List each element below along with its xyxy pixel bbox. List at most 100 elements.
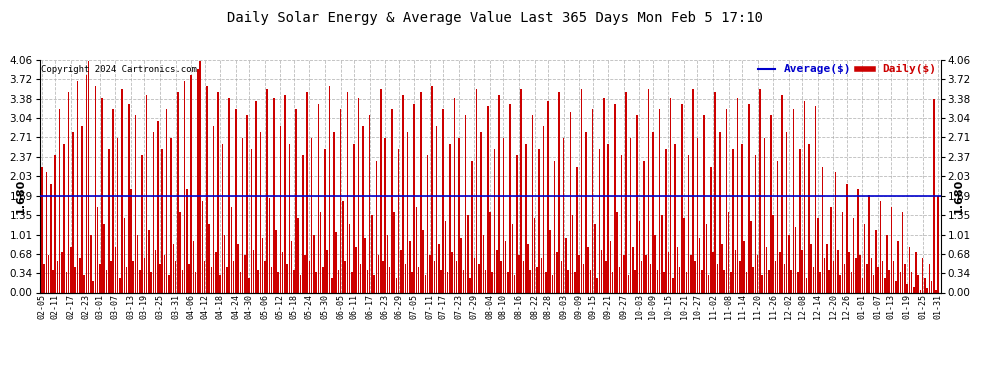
Bar: [411, 273, 413, 292]
Bar: [95, 86, 96, 292]
Bar: [222, 144, 223, 292]
Bar: [366, 270, 368, 292]
Bar: [893, 261, 894, 292]
Bar: [754, 155, 756, 292]
Bar: [509, 104, 511, 292]
Bar: [663, 273, 664, 292]
Bar: [608, 144, 609, 292]
Bar: [918, 275, 919, 292]
Bar: [842, 212, 843, 292]
Bar: [208, 224, 210, 292]
Bar: [585, 132, 587, 292]
Bar: [745, 273, 747, 292]
Bar: [647, 89, 649, 292]
Bar: [90, 235, 92, 292]
Bar: [804, 100, 805, 292]
Bar: [592, 109, 593, 292]
Bar: [240, 273, 242, 292]
Bar: [375, 161, 377, 292]
Bar: [721, 244, 723, 292]
Bar: [868, 195, 870, 292]
Bar: [181, 270, 183, 292]
Bar: [848, 252, 849, 292]
Bar: [933, 99, 935, 292]
Bar: [866, 264, 867, 292]
Bar: [902, 212, 903, 292]
Bar: [578, 255, 580, 292]
Bar: [690, 255, 692, 292]
Bar: [931, 281, 933, 292]
Bar: [635, 270, 636, 292]
Bar: [99, 264, 101, 292]
Bar: [382, 261, 384, 292]
Bar: [126, 267, 128, 292]
Bar: [345, 261, 346, 292]
Bar: [338, 270, 340, 292]
Bar: [92, 281, 94, 292]
Bar: [233, 261, 235, 292]
Bar: [596, 278, 598, 292]
Bar: [224, 235, 226, 292]
Bar: [835, 172, 837, 292]
Bar: [432, 86, 433, 292]
Bar: [101, 98, 103, 292]
Text: Copyright 2024 Cartronics.com: Copyright 2024 Cartronics.com: [41, 64, 196, 74]
Bar: [150, 273, 151, 292]
Bar: [884, 278, 885, 292]
Bar: [133, 261, 134, 292]
Bar: [163, 255, 165, 292]
Bar: [247, 115, 248, 292]
Bar: [464, 115, 466, 292]
Bar: [870, 258, 872, 292]
Bar: [688, 155, 689, 292]
Bar: [300, 275, 301, 292]
Bar: [888, 270, 890, 292]
Bar: [52, 270, 53, 292]
Bar: [343, 201, 344, 292]
Bar: [393, 212, 395, 292]
Bar: [895, 281, 897, 292]
Bar: [913, 287, 915, 292]
Bar: [204, 261, 205, 292]
Bar: [316, 273, 317, 292]
Bar: [441, 270, 442, 292]
Bar: [829, 270, 830, 292]
Bar: [373, 275, 375, 292]
Bar: [897, 241, 899, 292]
Bar: [88, 61, 89, 292]
Bar: [549, 230, 551, 292]
Bar: [824, 258, 826, 292]
Bar: [346, 92, 348, 292]
Bar: [436, 126, 438, 292]
Bar: [320, 212, 322, 292]
Bar: [213, 126, 214, 292]
Bar: [674, 144, 676, 292]
Bar: [83, 275, 85, 292]
Bar: [384, 138, 386, 292]
Bar: [304, 255, 306, 292]
Bar: [523, 261, 525, 292]
Bar: [882, 261, 883, 292]
Bar: [202, 201, 203, 292]
Bar: [418, 267, 420, 292]
Bar: [166, 109, 167, 292]
Bar: [353, 144, 354, 292]
Bar: [658, 109, 660, 292]
Bar: [288, 144, 290, 292]
Bar: [715, 92, 716, 292]
Bar: [286, 264, 288, 292]
Bar: [142, 155, 143, 292]
Bar: [565, 238, 566, 292]
Bar: [747, 104, 749, 292]
Bar: [453, 98, 455, 292]
Bar: [175, 261, 176, 292]
Bar: [334, 132, 335, 292]
Bar: [719, 132, 721, 292]
Bar: [603, 98, 605, 292]
Bar: [206, 86, 208, 292]
Bar: [261, 238, 263, 292]
Bar: [179, 212, 181, 292]
Bar: [193, 241, 194, 292]
Bar: [378, 255, 379, 292]
Bar: [605, 261, 607, 292]
